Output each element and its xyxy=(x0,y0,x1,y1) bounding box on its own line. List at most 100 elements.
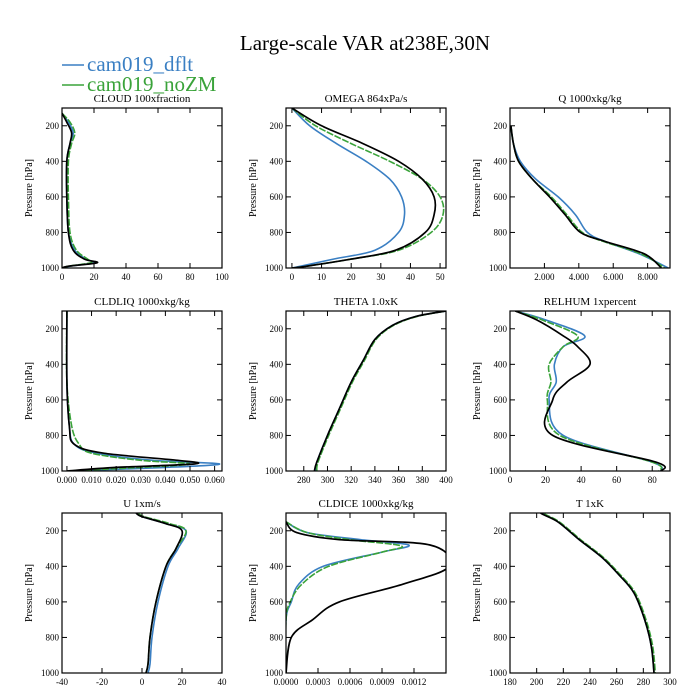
x-tick-label: 180 xyxy=(503,677,517,687)
y-tick-label: 1000 xyxy=(489,263,508,273)
y-tick-label: 600 xyxy=(46,192,60,202)
y-tick-label: 200 xyxy=(494,324,508,334)
y-axis-label: Pressure [hPa] xyxy=(248,159,259,217)
x-tick-label: 220 xyxy=(557,677,571,687)
legend-label-nozm: cam019_noZM xyxy=(87,72,217,96)
y-axis-label: Pressure [hPa] xyxy=(472,159,483,217)
y-tick-label: 400 xyxy=(46,359,60,369)
series-line-dflt xyxy=(65,311,221,471)
series-line-dflt xyxy=(135,513,188,673)
y-tick-label: 800 xyxy=(270,227,284,237)
y-tick-label: 200 xyxy=(270,324,284,334)
panel-title: U 1xm/s xyxy=(123,498,161,510)
x-tick-label: 340 xyxy=(368,475,382,485)
x-tick-label: 40 xyxy=(218,677,228,687)
series-line-dflt xyxy=(510,125,669,268)
panel-title: THETA 1.0xK xyxy=(334,296,399,308)
x-tick-label: 4.000 xyxy=(569,272,590,282)
y-tick-label: 1000 xyxy=(265,466,284,476)
plot-frame xyxy=(509,310,671,472)
y-axis-label: Pressure [hPa] xyxy=(248,362,259,420)
x-tick-label: 0.050 xyxy=(180,475,201,485)
series-line-obs xyxy=(510,125,662,268)
x-tick-label: 8.000 xyxy=(638,272,659,282)
panel-title: CLDICE 1000xkg/kg xyxy=(318,498,414,510)
y-tick-label: 600 xyxy=(270,395,284,405)
y-tick-label: 200 xyxy=(46,324,60,334)
plot-frame xyxy=(61,512,223,674)
y-axis-label: Pressure [hPa] xyxy=(24,564,35,622)
series-line-obs xyxy=(135,513,184,673)
x-tick-label: 20 xyxy=(347,272,357,282)
y-tick-label: 800 xyxy=(494,632,508,642)
y-tick-label: 600 xyxy=(46,597,60,607)
y-tick-label: 800 xyxy=(270,430,284,440)
x-tick-label: 200 xyxy=(530,677,544,687)
y-axis-label: Pressure [hPa] xyxy=(472,564,483,622)
panel-title: T 1xK xyxy=(576,498,604,510)
y-tick-label: 800 xyxy=(46,632,60,642)
legend-label-dflt: cam019_dflt xyxy=(87,52,193,76)
y-tick-label: 200 xyxy=(494,526,508,536)
y-tick-label: 1000 xyxy=(41,263,60,273)
y-tick-label: 1000 xyxy=(489,466,508,476)
x-tick-label: 40 xyxy=(122,272,132,282)
y-tick-label: 200 xyxy=(46,526,60,536)
y-tick-label: 400 xyxy=(46,561,60,571)
plot-frame xyxy=(509,107,671,269)
panel-5: THETA 1.0xK 200 400 600 800 1000 280 300 320 340 3… xyxy=(248,296,453,485)
x-tick-label: 300 xyxy=(663,677,677,687)
y-tick-label: 800 xyxy=(46,430,60,440)
y-tick-label: 800 xyxy=(494,227,508,237)
x-tick-label: 280 xyxy=(637,677,651,687)
x-tick-label: 0.020 xyxy=(106,475,127,485)
y-tick-label: 600 xyxy=(494,395,508,405)
y-tick-label: 400 xyxy=(270,156,284,166)
y-tick-label: 1000 xyxy=(265,668,284,678)
x-tick-label: 0 xyxy=(60,272,65,282)
y-axis-label: Pressure [hPa] xyxy=(248,564,259,622)
series-line-nozm xyxy=(510,125,666,268)
series-line-nozm xyxy=(62,112,93,268)
figure-title: Large-scale VAR at238E,30N xyxy=(240,31,490,55)
y-tick-label: 400 xyxy=(494,561,508,571)
x-tick-label: 60 xyxy=(612,475,622,485)
x-tick-label: 0 xyxy=(290,272,295,282)
series-line-obs xyxy=(62,112,99,268)
x-tick-label: 30 xyxy=(376,272,386,282)
y-tick-label: 800 xyxy=(270,632,284,642)
panel-title: RELHUM 1xpercent xyxy=(544,296,637,308)
x-tick-label: -40 xyxy=(56,677,68,687)
x-tick-label: 50 xyxy=(436,272,446,282)
y-tick-label: 1000 xyxy=(41,466,60,476)
y-tick-label: 400 xyxy=(270,359,284,369)
x-tick-label: 360 xyxy=(392,475,406,485)
y-axis-label: Pressure [hPa] xyxy=(24,159,35,217)
y-tick-label: 400 xyxy=(270,561,284,571)
x-tick-label: 0.040 xyxy=(155,475,176,485)
panel-3: Q 1000xkg/kg 200 400 600 800 1000 2.000 4.000 6.… xyxy=(472,93,671,282)
series-line-obs xyxy=(286,521,446,673)
x-tick-label: 2.000 xyxy=(534,272,555,282)
series-line-dflt xyxy=(541,513,655,673)
y-tick-label: 200 xyxy=(270,526,284,536)
x-tick-label: 40 xyxy=(406,272,416,282)
x-tick-label: 260 xyxy=(610,677,624,687)
series-line-dflt xyxy=(291,108,406,268)
x-tick-label: -20 xyxy=(96,677,108,687)
y-tick-label: 600 xyxy=(46,395,60,405)
x-tick-label: 0 xyxy=(140,677,145,687)
x-tick-label: 0.0000 xyxy=(274,677,299,687)
y-tick-label: 200 xyxy=(270,121,284,131)
y-tick-label: 400 xyxy=(494,156,508,166)
y-tick-label: 600 xyxy=(494,192,508,202)
panel-title: CLOUD 100xfraction xyxy=(94,93,191,105)
figure-legend: cam019_dflt cam019_noZM xyxy=(62,52,217,96)
x-tick-label: 100 xyxy=(215,272,229,282)
series-line-nozm xyxy=(542,513,657,673)
series-line-nozm xyxy=(286,521,404,673)
